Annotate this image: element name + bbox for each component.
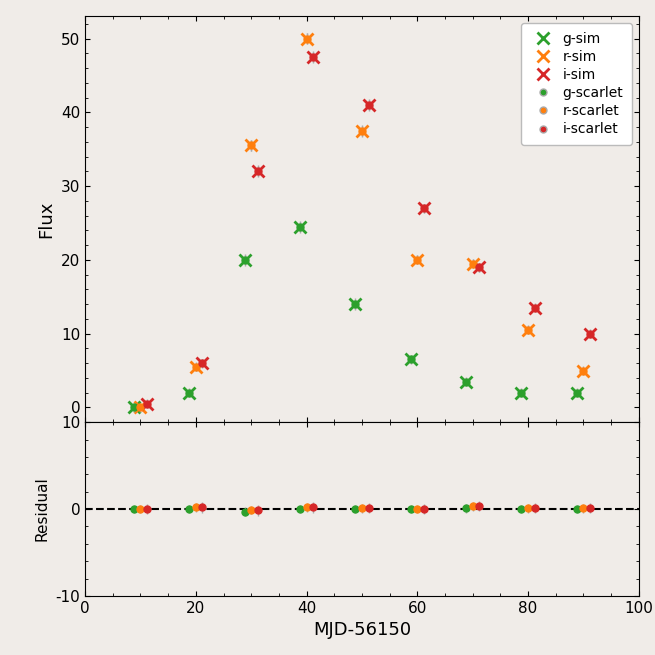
Y-axis label: Residual: Residual — [35, 477, 50, 542]
Y-axis label: Flux: Flux — [37, 200, 56, 238]
Legend: g-sim, r-sim, i-sim, g-scarlet, r-scarlet, i-scarlet: g-sim, r-sim, i-sim, g-scarlet, r-scarle… — [521, 24, 631, 145]
X-axis label: MJD-56150: MJD-56150 — [313, 622, 411, 639]
